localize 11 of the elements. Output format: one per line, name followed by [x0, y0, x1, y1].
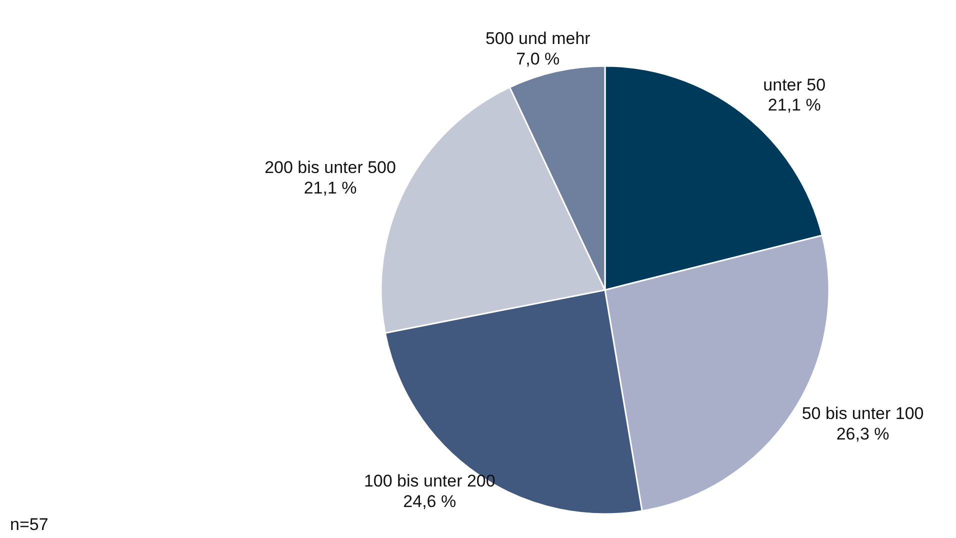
slice-label: 100 bis unter 200 — [364, 472, 496, 491]
data-label: 24,6 % — [403, 492, 456, 511]
slice-label: unter 50 — [763, 75, 826, 94]
slice-label: 50 bis unter 100 — [802, 404, 924, 423]
data-label: 7,0 % — [516, 50, 560, 69]
data-label: 21,1 % — [768, 96, 821, 115]
slice-label: 500 und mehr — [485, 29, 591, 48]
data-label: 26,3 % — [836, 424, 890, 444]
text: n=57 — [10, 515, 48, 534]
slice-label: 200 bis unter 500 — [264, 158, 396, 178]
data-label: 21,1 % — [304, 178, 357, 198]
